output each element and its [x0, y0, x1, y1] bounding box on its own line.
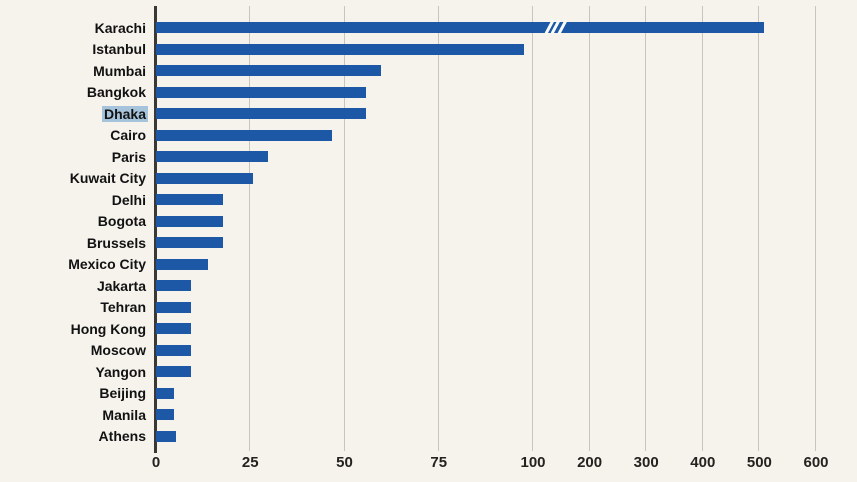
y-axis-line	[153, 6, 157, 453]
bar-athens	[156, 430, 176, 442]
category-label-istanbul: Istanbul	[92, 41, 146, 57]
category-label-bangkok: Bangkok	[86, 84, 146, 100]
x-tick-label: 75	[430, 454, 448, 471]
bar-bogota	[156, 215, 223, 227]
category-label-cairo: Cairo	[110, 127, 146, 143]
x-tick-label: 600	[803, 454, 829, 471]
category-label-karachi: Karachi	[94, 19, 146, 36]
bar-cairo	[156, 129, 333, 141]
gridline	[588, 6, 590, 451]
bar-brussels	[156, 237, 223, 248]
bar-moscow	[156, 344, 191, 356]
category-label-manila: Manila	[102, 406, 146, 423]
category-label-moscow: Moscow	[90, 342, 146, 358]
gridline	[532, 6, 533, 451]
x-tick-label: 0	[151, 454, 161, 471]
x-tick-label: 400	[690, 454, 716, 471]
category-label-paris: Paris	[111, 148, 146, 165]
highlighted-category: Dhaka	[101, 105, 148, 122]
gridline	[343, 6, 345, 451]
category-label-kuwait-city: Kuwait City	[69, 170, 146, 186]
bar-beijing	[156, 387, 174, 399]
gridline	[815, 6, 816, 451]
bar-dhaka	[156, 108, 367, 119]
bar-yangon	[156, 366, 191, 377]
category-label-hong-kong: Hong Kong	[70, 320, 146, 337]
category-label-dhaka: Dhaka	[0, 105, 148, 123]
gridline	[645, 6, 647, 451]
category-label-bogota: Bogota	[97, 213, 146, 229]
gridline	[758, 6, 760, 451]
category-label-tehran: Tehran	[100, 299, 146, 315]
bar-jakarta	[156, 280, 191, 291]
bar-hong-kong	[156, 323, 191, 334]
gridline	[249, 6, 251, 451]
bar-mexico-city	[156, 258, 208, 270]
category-label-brussels: Brussels	[86, 234, 146, 251]
category-label-delhi: Delhi	[111, 191, 146, 208]
gridline	[437, 6, 439, 451]
category-label-athens: Athens	[98, 428, 146, 444]
bar-bangkok	[156, 86, 367, 98]
x-tick-label: 50	[336, 454, 353, 471]
bar-manila	[156, 409, 174, 420]
gridline	[701, 6, 703, 451]
bar-karachi	[156, 22, 765, 33]
bar-mumbai	[156, 65, 382, 76]
bar-paris	[156, 151, 269, 162]
bar-kuwait-city	[156, 172, 254, 184]
x-tick-label: 500	[746, 454, 772, 471]
category-label-mexico-city: Mexico City	[68, 256, 146, 272]
bar-istanbul	[156, 43, 525, 55]
bar-delhi	[156, 194, 223, 205]
category-label-jakarta: Jakarta	[96, 277, 146, 294]
x-tick-label: 300	[633, 454, 659, 471]
x-tick-label: 200	[577, 454, 603, 471]
category-label-mumbai: Mumbai	[93, 62, 146, 79]
category-label-beijing: Beijing	[99, 385, 146, 401]
bar-tehran	[156, 301, 191, 313]
category-label-yangon: Yangon	[95, 363, 146, 380]
x-tick-label: 100	[520, 454, 546, 471]
x-tick-label: 25	[241, 454, 259, 471]
